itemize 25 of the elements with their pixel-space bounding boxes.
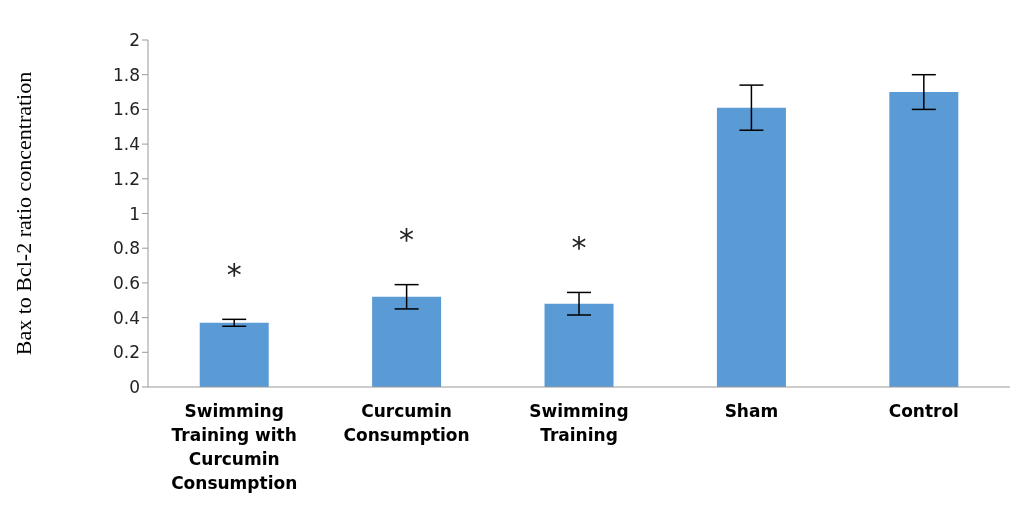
x-tick-label: Swimming Training with Curcumin Consumption	[171, 401, 298, 493]
y-tick-label: 0.8	[112, 238, 140, 259]
x-tick-label: Swimming Training	[529, 401, 629, 445]
y-tick-label: 0.6	[112, 272, 140, 293]
y-tick-label: 1.6	[112, 99, 140, 120]
bar	[544, 303, 614, 387]
bar	[889, 92, 959, 387]
annotation: *	[399, 222, 415, 258]
y-tick-label: 1.4	[112, 134, 140, 155]
y-tick-label: 0.2	[112, 342, 140, 363]
y-tick-label: 0	[129, 377, 140, 398]
bar	[716, 107, 786, 387]
y-tick-label: 2	[129, 30, 140, 51]
x-tick-label: Sham	[724, 401, 779, 421]
bar	[372, 296, 442, 387]
y-tick-label: 0.4	[112, 307, 140, 328]
bar	[199, 322, 269, 387]
x-tick-label: Control	[888, 401, 959, 421]
annotation: *	[571, 230, 587, 266]
y-tick-label: 1.8	[112, 64, 140, 85]
y-axis-title: Bax to Bcl-2 ratio concentration	[10, 71, 36, 356]
annotation: *	[226, 256, 242, 292]
y-tick-label: 1	[129, 203, 140, 224]
x-tick-label: Curcumin Consumption	[343, 401, 470, 445]
y-tick-label: 1.2	[112, 168, 140, 189]
